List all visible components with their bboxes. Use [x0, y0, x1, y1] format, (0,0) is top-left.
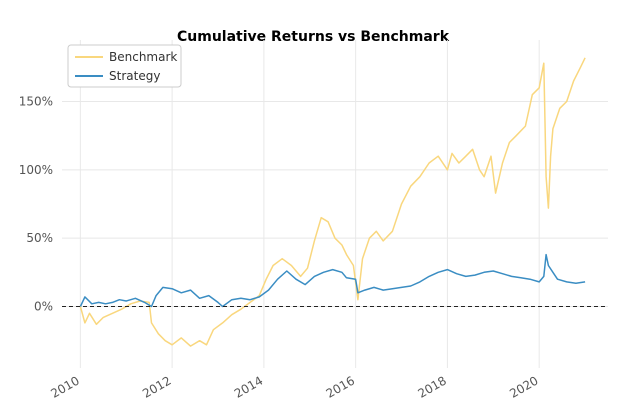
y-tick-label: 0%	[34, 300, 53, 314]
legend-label-strategy: Strategy	[109, 69, 160, 83]
legend: Benchmark Strategy	[67, 44, 182, 88]
y-tick-label: 50%	[26, 231, 53, 245]
x-tick-label: 2014	[232, 373, 265, 400]
x-axis-ticks: 2010 2012 2014 2016 2018 2020	[48, 373, 540, 400]
x-tick-label: 2016	[324, 373, 357, 400]
x-tick-label: 2012	[140, 373, 173, 400]
grid	[62, 40, 608, 368]
chart-title: Cumulative Returns vs Benchmark	[177, 29, 450, 45]
legend-label-benchmark: Benchmark	[109, 50, 177, 64]
y-axis-ticks: 0% 50% 100% 150%	[19, 95, 53, 314]
series-layer	[79, 57, 586, 347]
y-tick-label: 100%	[19, 163, 53, 177]
series-line-benchmark	[79, 57, 586, 347]
y-tick-label: 150%	[19, 95, 53, 109]
x-tick-label: 2018	[415, 373, 448, 400]
series-line-strategy	[79, 253, 586, 308]
x-tick-label: 2020	[507, 373, 540, 400]
x-tick-label: 2010	[48, 373, 81, 400]
